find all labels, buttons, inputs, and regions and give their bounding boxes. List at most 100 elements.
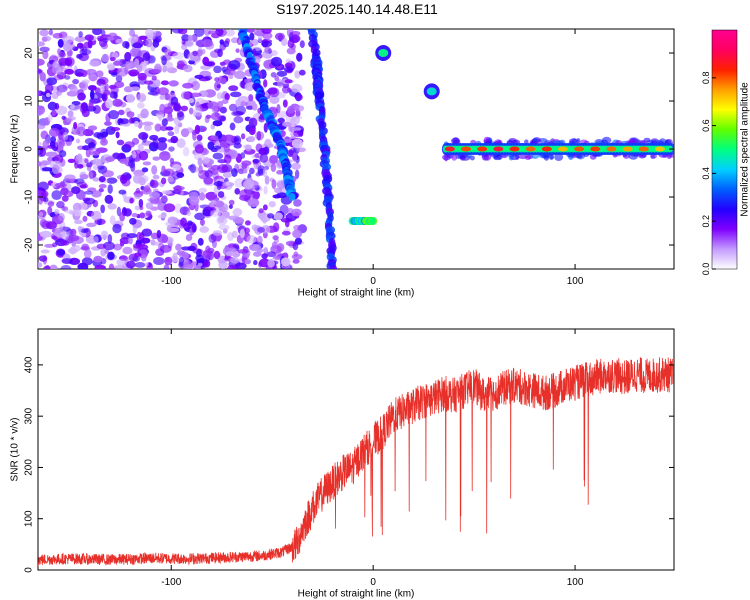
amplitude-blob <box>88 101 94 111</box>
amplitude-blob <box>214 81 221 91</box>
amplitude-blob <box>113 264 126 269</box>
amplitude-blob <box>77 92 86 101</box>
amplitude-blob <box>115 74 123 83</box>
amplitude-blob <box>240 133 246 140</box>
amplitude-blob <box>94 87 102 94</box>
amplitude-blob <box>81 79 90 84</box>
amplitude-blob <box>134 58 140 69</box>
x-tick-label: 100 <box>567 577 584 588</box>
amplitude-blob <box>272 235 279 241</box>
amplitude-blob <box>108 263 115 269</box>
amplitude-blob <box>224 38 230 44</box>
amplitude-blob <box>119 240 125 247</box>
amplitude-blob <box>136 92 147 103</box>
amplitude-blob <box>143 185 151 193</box>
amplitude-blob <box>217 191 225 198</box>
amplitude-blob <box>221 99 229 105</box>
amplitude-blob <box>261 40 273 48</box>
amplitude-blob <box>268 200 276 208</box>
amplitude-blob <box>292 241 299 251</box>
amplitude-blob <box>293 224 302 231</box>
amplitude-blob <box>269 87 280 98</box>
amplitude-blob <box>196 134 203 142</box>
amplitude-blob <box>156 141 168 151</box>
amplitude-blob <box>115 38 124 44</box>
amplitude-blob <box>74 154 83 165</box>
amplitude-blob <box>72 202 82 212</box>
amplitude-blob <box>181 43 188 51</box>
amplitude-blob <box>264 46 272 54</box>
amplitude-blob <box>284 62 293 69</box>
amplitude-blob <box>39 46 50 53</box>
amplitude-blob <box>56 201 65 209</box>
amplitude-blob <box>509 146 520 152</box>
amplitude-blob <box>87 84 97 91</box>
amplitude-blob <box>194 74 204 80</box>
amplitude-blob <box>426 87 437 96</box>
amplitude-blob <box>122 41 130 49</box>
amplitude-blob <box>282 99 288 108</box>
amplitude-blob <box>292 152 298 162</box>
amplitude-blob <box>96 243 107 250</box>
amplitude-blob <box>160 125 168 132</box>
amplitude-blob <box>87 39 93 49</box>
amplitude-blob <box>58 57 70 66</box>
amplitude-blob <box>252 48 257 56</box>
amplitude-blob <box>159 94 166 100</box>
amplitude-blob <box>293 199 302 207</box>
amplitude-blob <box>192 50 198 57</box>
amplitude-blob <box>154 123 162 132</box>
amplitude-blob <box>38 145 44 155</box>
amplitude-blob <box>219 39 224 45</box>
amplitude-blob <box>82 215 88 222</box>
amplitude-blob <box>477 146 488 152</box>
amplitude-blob <box>161 55 167 66</box>
amplitude-blob <box>67 110 74 118</box>
amplitude-blob <box>213 250 221 260</box>
y-tick-label: 20 <box>24 47 35 59</box>
amplitude-blob <box>274 75 280 82</box>
amplitude-blob <box>165 221 172 227</box>
amplitude-blob <box>291 127 302 132</box>
amplitude-blob <box>276 70 288 77</box>
amplitude-blob <box>60 265 72 269</box>
amplitude-blob <box>142 161 152 166</box>
amplitude-blob <box>137 143 144 153</box>
amplitude-blob <box>216 92 223 100</box>
amplitude-blob <box>276 170 284 175</box>
amplitude-blob <box>234 262 247 269</box>
amplitude-blob <box>137 102 145 109</box>
amplitude-blob <box>210 123 216 130</box>
amplitude-blob <box>38 255 48 262</box>
amplitude-blob <box>554 153 564 162</box>
amplitude-blob <box>291 162 301 170</box>
amplitude-blob <box>279 204 289 215</box>
amplitude-blob <box>152 174 160 180</box>
amplitude-blob <box>243 179 254 190</box>
amplitude-blob <box>543 154 550 161</box>
amplitude-blob <box>163 168 175 177</box>
amplitude-blob <box>62 35 75 44</box>
amplitude-blob <box>174 124 180 134</box>
amplitude-blob <box>161 190 172 195</box>
amplitude-blob <box>91 190 102 198</box>
amplitude-blob <box>38 211 44 218</box>
amplitude-blob <box>75 72 84 77</box>
amplitude-blob <box>261 29 272 34</box>
amplitude-blob <box>246 29 255 33</box>
amplitude-blob <box>192 131 197 141</box>
amplitude-blob <box>233 137 240 143</box>
amplitude-blob <box>296 52 303 62</box>
amplitude-blob <box>248 126 256 136</box>
amplitude-blob <box>107 203 117 210</box>
amplitude-blob <box>45 221 57 230</box>
amplitude-blob <box>131 212 138 218</box>
amplitude-blob <box>229 91 242 98</box>
amplitude-blob <box>114 81 125 89</box>
amplitude-blob <box>239 100 248 107</box>
amplitude-blob <box>119 174 128 184</box>
amplitude-blob <box>38 69 43 74</box>
amplitude-blob <box>98 184 107 189</box>
amplitude-blob <box>122 246 133 255</box>
amplitude-blob <box>227 264 238 269</box>
